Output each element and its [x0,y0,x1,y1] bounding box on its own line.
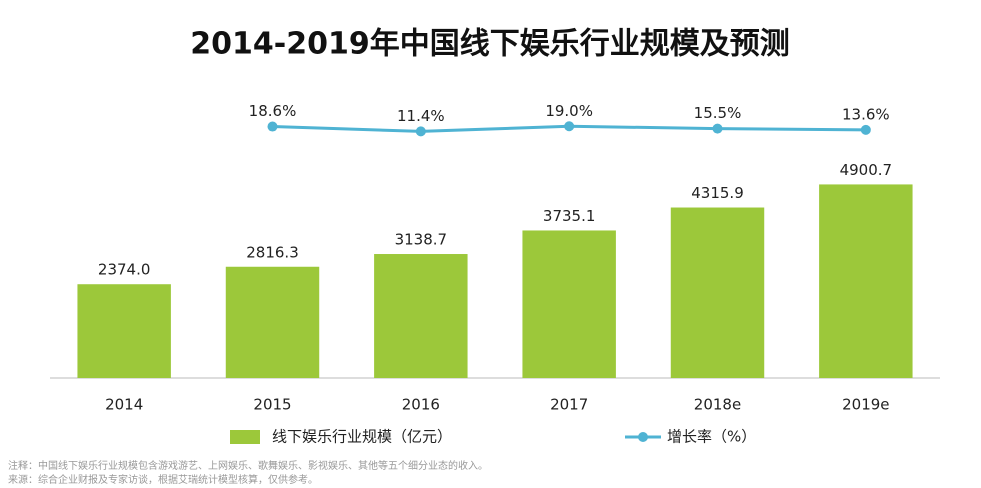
line-point [564,121,575,132]
data-label: 2374.0 [98,261,151,279]
legend-swatch [230,430,260,444]
bar [522,230,616,378]
x-tick-label: 2016 [402,396,440,414]
x-tick-label: 2017 [550,396,588,414]
data-label: 3138.7 [395,231,448,249]
bar [77,284,171,378]
bar [225,266,320,378]
bar [374,254,468,378]
bar [670,207,765,378]
data-label: 4900.7 [840,161,893,179]
line-point [415,126,426,137]
line-point [267,121,278,132]
data-label: 19.0% [545,102,593,120]
data-label: 2816.3 [246,243,299,261]
data-label: 3735.1 [543,207,596,225]
line-point [712,123,723,134]
data-label: 4315.9 [691,184,744,202]
x-tick-label: 2018e [694,396,741,414]
x-tick-label: 2015 [253,396,291,414]
footnote: 注释：中国线下娱乐行业规模包含游戏游艺、上网娱乐、歌舞娱乐、影视娱乐、其他等五个… [8,459,488,472]
footnote: 来源：综合企业财报及专家访谈，根据艾瑞统计模型核算，仅供参考。 [8,473,318,486]
legend-swatch [638,432,648,442]
data-label: 15.5% [694,104,742,122]
bar [819,184,913,378]
chart-title: 2014-2019年中国线下娱乐行业规模及预测 [190,27,789,62]
legend-label: 线下娱乐行业规模（亿元） [272,428,452,446]
x-tick-label: 2019e [842,396,889,414]
data-label: 18.6% [249,102,297,120]
x-tick-label: 2014 [105,396,143,414]
legend-label: 增长率（%） [667,428,756,446]
data-label: 13.6% [842,105,890,123]
data-label: 11.4% [397,107,445,125]
line-point [860,124,871,135]
